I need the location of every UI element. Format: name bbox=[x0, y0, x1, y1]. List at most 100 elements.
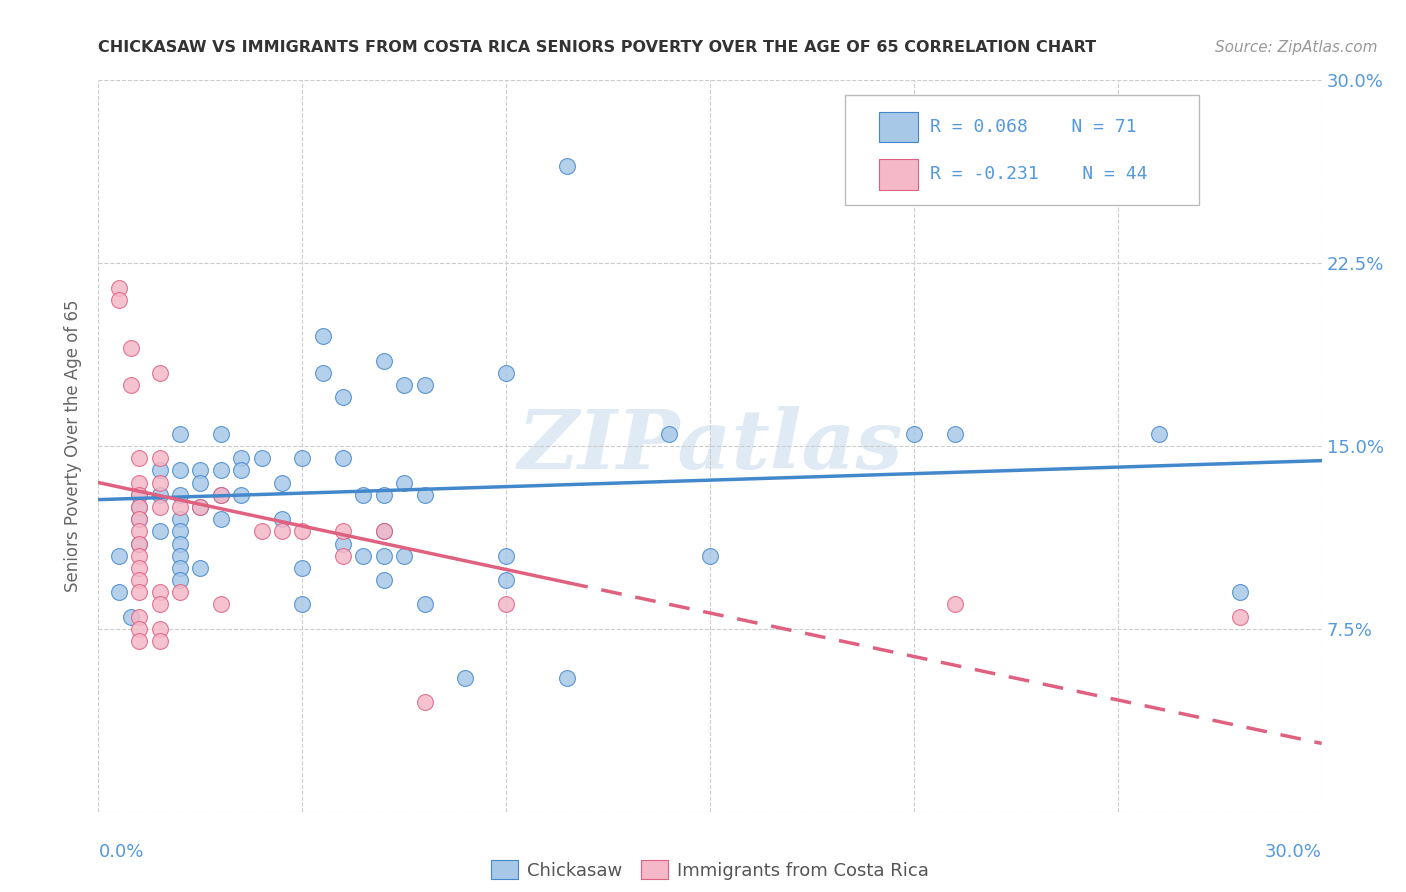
Point bbox=[454, 671, 477, 685]
Point bbox=[291, 451, 314, 466]
Point bbox=[128, 488, 150, 502]
Point bbox=[149, 622, 172, 636]
Point bbox=[149, 500, 172, 514]
Point bbox=[943, 598, 966, 612]
Point bbox=[209, 463, 232, 477]
Point bbox=[495, 366, 517, 380]
Point bbox=[169, 573, 191, 587]
Point bbox=[169, 524, 191, 539]
Point bbox=[413, 695, 436, 709]
Point bbox=[557, 671, 579, 685]
Point bbox=[149, 451, 172, 466]
FancyBboxPatch shape bbox=[879, 159, 918, 190]
FancyBboxPatch shape bbox=[879, 112, 918, 143]
Point bbox=[373, 549, 395, 563]
Point bbox=[250, 524, 273, 539]
Point bbox=[495, 549, 517, 563]
Point bbox=[128, 573, 150, 587]
Point bbox=[149, 598, 172, 612]
Point bbox=[108, 293, 131, 307]
Point bbox=[392, 549, 416, 563]
Point bbox=[108, 549, 131, 563]
Point bbox=[149, 463, 172, 477]
Point bbox=[291, 524, 314, 539]
Text: R = -0.231    N = 44: R = -0.231 N = 44 bbox=[931, 166, 1147, 184]
Point bbox=[120, 378, 142, 392]
Point bbox=[128, 451, 150, 466]
Point bbox=[108, 280, 131, 294]
Point bbox=[169, 561, 191, 575]
Point bbox=[149, 475, 172, 490]
Point bbox=[658, 426, 681, 441]
Point bbox=[128, 500, 150, 514]
Point bbox=[332, 536, 354, 550]
Point bbox=[128, 634, 150, 648]
Point bbox=[149, 366, 172, 380]
Point bbox=[169, 549, 191, 563]
Point bbox=[291, 561, 314, 575]
Point bbox=[188, 463, 212, 477]
Point bbox=[1147, 426, 1170, 441]
Point bbox=[188, 500, 212, 514]
Point bbox=[291, 598, 314, 612]
Point bbox=[903, 426, 925, 441]
Point bbox=[128, 585, 150, 599]
Point bbox=[332, 524, 354, 539]
Point bbox=[188, 475, 212, 490]
Point bbox=[231, 488, 253, 502]
Point bbox=[413, 488, 436, 502]
Point bbox=[413, 598, 436, 612]
Point bbox=[332, 549, 354, 563]
Y-axis label: Seniors Poverty Over the Age of 65: Seniors Poverty Over the Age of 65 bbox=[65, 300, 83, 592]
Text: CHICKASAW VS IMMIGRANTS FROM COSTA RICA SENIORS POVERTY OVER THE AGE OF 65 CORRE: CHICKASAW VS IMMIGRANTS FROM COSTA RICA … bbox=[98, 40, 1097, 55]
Point bbox=[108, 585, 131, 599]
Text: Source: ZipAtlas.com: Source: ZipAtlas.com bbox=[1215, 40, 1378, 55]
Text: 30.0%: 30.0% bbox=[1265, 843, 1322, 861]
Point bbox=[128, 549, 150, 563]
Point bbox=[373, 524, 395, 539]
Point bbox=[943, 426, 966, 441]
Point bbox=[209, 488, 232, 502]
Point bbox=[169, 463, 191, 477]
Point bbox=[188, 500, 212, 514]
Point bbox=[128, 536, 150, 550]
Point bbox=[413, 378, 436, 392]
Point bbox=[120, 609, 142, 624]
Point bbox=[169, 500, 191, 514]
FancyBboxPatch shape bbox=[845, 95, 1199, 204]
Point bbox=[128, 512, 150, 526]
Point bbox=[128, 524, 150, 539]
Point bbox=[270, 512, 294, 526]
Point bbox=[128, 561, 150, 575]
Point bbox=[392, 475, 416, 490]
Point bbox=[352, 488, 374, 502]
Point bbox=[312, 366, 335, 380]
Point bbox=[231, 463, 253, 477]
Point bbox=[128, 475, 150, 490]
Point bbox=[209, 598, 232, 612]
Point bbox=[250, 451, 273, 466]
Point bbox=[128, 609, 150, 624]
Point bbox=[128, 500, 150, 514]
Point bbox=[149, 634, 172, 648]
Text: 0.0%: 0.0% bbox=[98, 843, 143, 861]
Point bbox=[699, 549, 721, 563]
Point bbox=[128, 512, 150, 526]
Point bbox=[373, 488, 395, 502]
Point bbox=[169, 536, 191, 550]
Point bbox=[495, 573, 517, 587]
Text: ZIPatlas: ZIPatlas bbox=[517, 406, 903, 486]
Point bbox=[209, 488, 232, 502]
Point bbox=[128, 488, 150, 502]
Point bbox=[1229, 585, 1251, 599]
Point bbox=[373, 573, 395, 587]
Point bbox=[332, 451, 354, 466]
Point bbox=[169, 512, 191, 526]
Point bbox=[128, 622, 150, 636]
Point bbox=[149, 585, 172, 599]
Point bbox=[270, 475, 294, 490]
Text: R = 0.068    N = 71: R = 0.068 N = 71 bbox=[931, 118, 1137, 136]
Point bbox=[128, 536, 150, 550]
Point bbox=[149, 488, 172, 502]
Point bbox=[373, 524, 395, 539]
